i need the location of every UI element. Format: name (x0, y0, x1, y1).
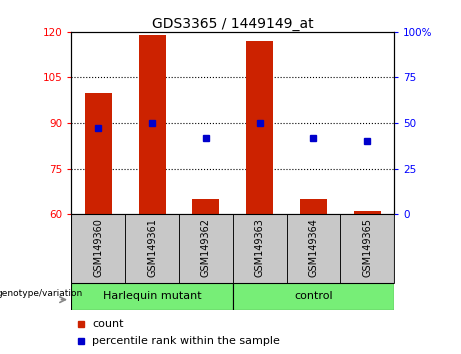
Text: genotype/variation: genotype/variation (0, 289, 83, 298)
Bar (139, 35, 165, 214)
Text: count: count (92, 319, 124, 329)
Bar (179, 214, 233, 283)
Text: GSM149360: GSM149360 (93, 218, 103, 277)
Text: GSM149364: GSM149364 (308, 218, 319, 277)
Bar (193, 199, 219, 214)
Bar (71, 283, 233, 310)
Text: GSM149365: GSM149365 (362, 218, 372, 277)
Text: percentile rank within the sample: percentile rank within the sample (92, 336, 280, 346)
Bar (233, 283, 394, 310)
Bar (71, 214, 125, 283)
Bar (246, 41, 273, 214)
Text: GSM149361: GSM149361 (147, 218, 157, 277)
Bar (125, 214, 179, 283)
Text: GSM149362: GSM149362 (201, 218, 211, 277)
Bar (287, 214, 340, 283)
Text: control: control (294, 291, 333, 302)
Bar (85, 93, 112, 214)
Bar (340, 214, 394, 283)
Bar (233, 214, 287, 283)
Text: GSM149363: GSM149363 (254, 218, 265, 277)
Bar (354, 211, 381, 214)
Text: Harlequin mutant: Harlequin mutant (103, 291, 201, 302)
Title: GDS3365 / 1449149_at: GDS3365 / 1449149_at (152, 17, 313, 31)
Bar (300, 199, 327, 214)
